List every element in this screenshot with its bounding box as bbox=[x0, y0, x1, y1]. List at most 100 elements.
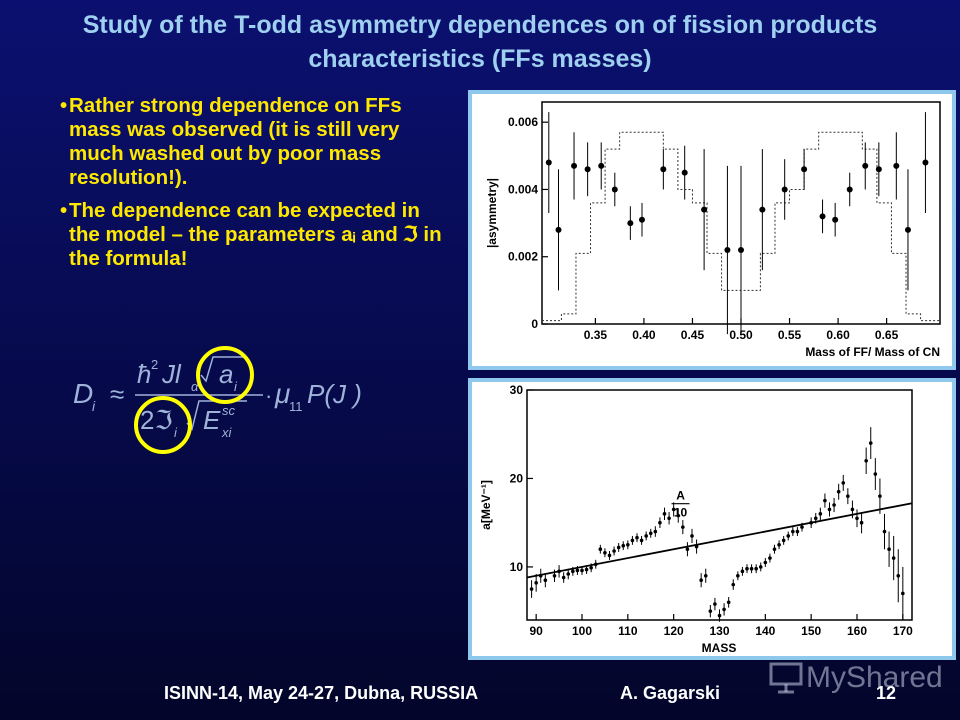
data-point bbox=[855, 516, 859, 521]
data-point bbox=[922, 159, 929, 166]
bullet-marker: • bbox=[60, 199, 68, 222]
x-axis-label: MASS bbox=[702, 641, 737, 655]
data-point bbox=[832, 216, 839, 223]
data-point bbox=[694, 544, 699, 549]
data-point bbox=[724, 247, 731, 253]
x-tick-label: 100 bbox=[572, 624, 592, 638]
watermark-text: MyShared bbox=[806, 660, 943, 694]
bullet-item: • Rather strong dependence on FFs mass w… bbox=[60, 94, 455, 190]
data-point bbox=[593, 562, 598, 567]
data-point bbox=[846, 186, 853, 193]
data-point bbox=[703, 573, 708, 578]
data-point bbox=[667, 516, 671, 521]
data-point bbox=[736, 573, 740, 578]
data-point bbox=[904, 226, 911, 233]
bullet-marker: • bbox=[60, 94, 68, 117]
asymmetry-chart: 0.35 0.40 0.45 0.50 0.55 0.60 0.65 0 0.002 0.004 0… bbox=[485, 101, 941, 359]
data-point bbox=[681, 525, 685, 529]
formula-lhs-sub: i bbox=[92, 398, 96, 414]
formula-den-2: 2ℑ bbox=[140, 405, 173, 435]
data-point bbox=[893, 162, 900, 169]
data-point bbox=[676, 513, 681, 518]
formula-num-root: a bbox=[219, 359, 233, 389]
data-point bbox=[611, 186, 618, 193]
data-point bbox=[878, 494, 882, 498]
x-tick-label: 170 bbox=[893, 624, 913, 638]
data-point bbox=[557, 569, 561, 574]
data-point bbox=[868, 441, 873, 445]
formula-num-J: Jl bbox=[161, 359, 182, 389]
data-point bbox=[598, 547, 603, 552]
data-point bbox=[740, 569, 745, 574]
data-point bbox=[795, 529, 800, 534]
data-point bbox=[639, 538, 644, 543]
data-point bbox=[850, 507, 855, 512]
data-point bbox=[754, 566, 758, 571]
data-point bbox=[841, 481, 846, 485]
data-point bbox=[555, 226, 562, 233]
bullet-item: • The dependence can be expected in the … bbox=[60, 199, 455, 271]
data-point bbox=[896, 573, 901, 578]
level-density-chart-panel: 90 100 110 120 130 140 150 160 170 10 20 30 MASS a[Me… bbox=[468, 378, 956, 660]
x-tick-label: 110 bbox=[618, 624, 638, 638]
data-point bbox=[621, 543, 626, 548]
footer-author: A. Gagarski bbox=[620, 683, 721, 703]
data-point bbox=[575, 568, 580, 573]
data-point bbox=[862, 162, 869, 169]
data-point bbox=[584, 166, 591, 173]
highlight-circle bbox=[196, 346, 254, 404]
y-tick-label: 10 bbox=[510, 560, 524, 574]
data-point bbox=[571, 569, 575, 574]
y-axis-label: |asymmetry| bbox=[485, 178, 499, 248]
y-tick-label: 0 bbox=[531, 317, 538, 331]
trend-line bbox=[526, 502, 913, 579]
data-point bbox=[763, 560, 768, 565]
data-point bbox=[800, 525, 804, 529]
data-point bbox=[882, 529, 887, 534]
data-point bbox=[781, 538, 786, 543]
formula-tail: P(J ) bbox=[307, 379, 362, 409]
data-point bbox=[635, 535, 639, 540]
data-point bbox=[538, 573, 543, 578]
y-axis-label: a[MeV⁻¹] bbox=[479, 480, 493, 530]
highlight-circle bbox=[134, 396, 192, 454]
data-point bbox=[598, 162, 605, 169]
formula-den-sub: i bbox=[174, 425, 178, 440]
data-point bbox=[731, 582, 736, 587]
data-point bbox=[589, 566, 593, 570]
x-axis-label: Mass of FF/ Mass of CN bbox=[805, 345, 940, 359]
data-point bbox=[713, 602, 717, 606]
data-point bbox=[612, 549, 616, 553]
x-tick-label: 130 bbox=[709, 624, 729, 638]
asymmetry-chart-panel: 0.35 0.40 0.45 0.50 0.55 0.60 0.65 0 0.002 0.004 0… bbox=[468, 90, 956, 370]
formula-approx: ≈ bbox=[110, 379, 124, 409]
x-tick-label: 90 bbox=[529, 624, 543, 638]
formula-num-sup: 2 bbox=[151, 357, 158, 372]
data-point bbox=[701, 206, 708, 213]
y-tick-label: 0.004 bbox=[508, 182, 538, 196]
data-point bbox=[758, 565, 763, 569]
bullet-list: • Rather strong dependence on FFs mass w… bbox=[60, 94, 455, 280]
data-point bbox=[653, 529, 658, 534]
presentation-icon bbox=[769, 662, 803, 693]
level-density-chart: 90 100 110 120 130 140 150 160 170 10 20 30 MASS a[Me… bbox=[479, 383, 913, 655]
data-point bbox=[660, 166, 667, 173]
formula-mu: μ bbox=[274, 378, 290, 409]
x-tick-label: 0.45 bbox=[681, 328, 705, 342]
data-point bbox=[630, 538, 635, 543]
formula-mu-sub: 11 bbox=[289, 399, 303, 414]
x-tick-label: 0.60 bbox=[826, 328, 850, 342]
formula: D i ≈ ħ 2 Jl α a i 2ℑ i E sc xi · μ 11 P… bbox=[73, 346, 362, 454]
data-point bbox=[818, 512, 823, 516]
data-point bbox=[552, 573, 557, 578]
data-point bbox=[671, 507, 676, 512]
formula-hbar: ħ bbox=[137, 359, 151, 389]
data-point bbox=[813, 516, 818, 521]
data-point bbox=[566, 572, 571, 576]
data-point bbox=[662, 512, 667, 516]
data-point bbox=[846, 494, 850, 498]
data-point bbox=[543, 578, 548, 582]
data-point bbox=[759, 206, 766, 213]
formula-num-root-sub: i bbox=[234, 379, 238, 394]
data-point bbox=[801, 166, 808, 173]
